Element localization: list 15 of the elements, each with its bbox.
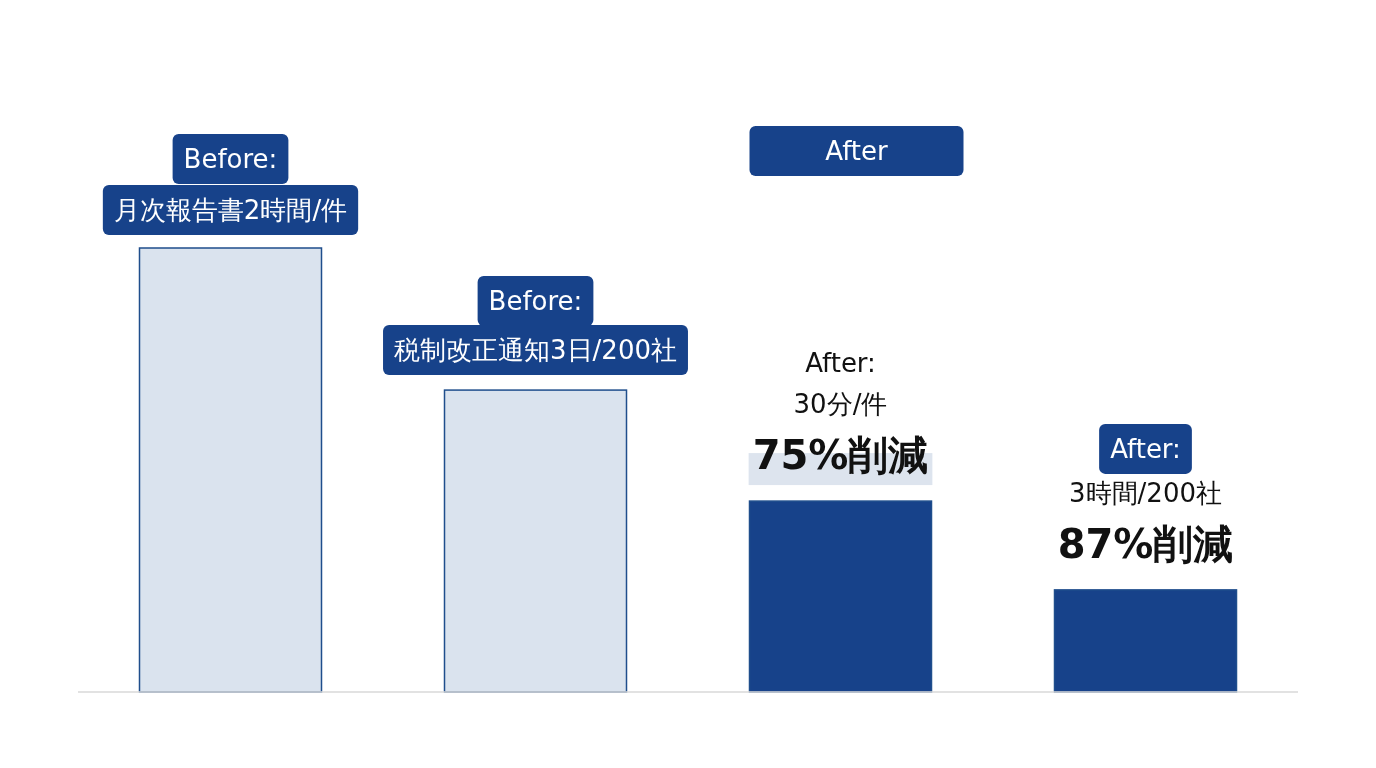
annotation: 月次報告書2時間/件 <box>102 185 359 235</box>
annotation: 30分/件 <box>793 389 888 420</box>
annotation: 税制改正通知3日/200社 <box>394 335 677 366</box>
annotation: Before: <box>488 286 583 317</box>
annotation: After: <box>805 348 876 379</box>
annotation: 75%削減 <box>752 432 929 479</box>
annotation: After <box>749 126 964 177</box>
annotation: Before: <box>477 276 594 327</box>
annotation: After: <box>1099 423 1192 474</box>
annotation: 75%削減 <box>748 432 933 486</box>
annotation: 税制改正通知3日/200社 <box>383 325 688 376</box>
annotation: 87%削減 <box>1057 520 1234 567</box>
annotation: 3時間/200社 <box>1069 477 1222 508</box>
annotation: After: <box>1110 433 1181 464</box>
annotation: Before: <box>172 134 289 184</box>
